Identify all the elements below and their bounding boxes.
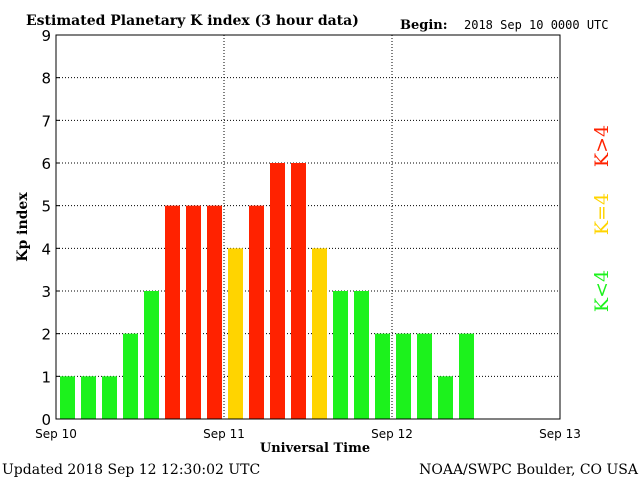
kp-bar xyxy=(165,205,180,419)
kp-bar xyxy=(459,333,474,419)
y-tick-label: 3 xyxy=(41,283,51,301)
x-tick-label: Sep 13 xyxy=(539,427,581,441)
y-tick-labels: 0 1 2 3 4 5 6 7 8 9 xyxy=(41,27,60,429)
plot-frame xyxy=(55,34,561,420)
kp-bar xyxy=(291,163,306,419)
legend-k-equal-4: K=4 xyxy=(591,193,613,235)
y-tick-label: 1 xyxy=(41,368,51,386)
kp-bar xyxy=(249,205,264,419)
kp-bar xyxy=(102,376,117,419)
kp-bar xyxy=(81,376,96,419)
kp-bar xyxy=(333,291,348,419)
x-tick-label: Sep 12 xyxy=(371,427,413,441)
y-tick-label: 0 xyxy=(41,411,51,429)
legend-k-less-4: K<4 xyxy=(591,270,613,312)
x-axis-label: Universal Time xyxy=(260,441,370,456)
x-tick-label: Sep 10 xyxy=(35,427,77,441)
y-tick-label: 6 xyxy=(41,155,51,173)
kp-bar xyxy=(354,291,369,419)
legend-k-greater-4: K>4 xyxy=(591,125,613,167)
kp-bar xyxy=(417,333,432,419)
kp-bar xyxy=(228,248,243,419)
kp-bar xyxy=(186,205,201,419)
begin-value: 2018 Sep 10 0000 UTC xyxy=(464,18,609,32)
kp-bar xyxy=(270,163,285,419)
x-tick-labels: Sep 10 Sep 11 Sep 12 Sep 13 xyxy=(35,427,581,441)
kp-bar xyxy=(375,333,390,419)
kp-bar xyxy=(60,376,75,419)
kp-bar xyxy=(438,376,453,419)
begin-label: Begin: xyxy=(400,18,448,33)
y-tick-label: 2 xyxy=(41,326,51,344)
updated-timestamp: Updated 2018 Sep 12 12:30:02 UTC xyxy=(2,462,260,478)
y-tick-label: 5 xyxy=(41,198,51,216)
kp-bar xyxy=(396,333,411,419)
y-tick-label: 7 xyxy=(41,112,51,130)
source-credit: NOAA/SWPC Boulder, CO USA xyxy=(419,462,639,478)
y-axis-label: Kp index xyxy=(15,192,31,262)
kp-bar xyxy=(207,205,222,419)
kp-bar xyxy=(123,333,138,419)
y-tick-label: 8 xyxy=(41,70,51,88)
y-tick-label: 4 xyxy=(41,240,51,258)
y-tick-label: 9 xyxy=(41,27,51,45)
bars xyxy=(60,163,474,419)
kp-bar xyxy=(312,248,327,419)
grid-lines xyxy=(56,35,560,419)
chart-title: Estimated Planetary K index (3 hour data… xyxy=(26,13,359,29)
kp-bar xyxy=(144,291,159,419)
x-tick-label: Sep 11 xyxy=(203,427,245,441)
